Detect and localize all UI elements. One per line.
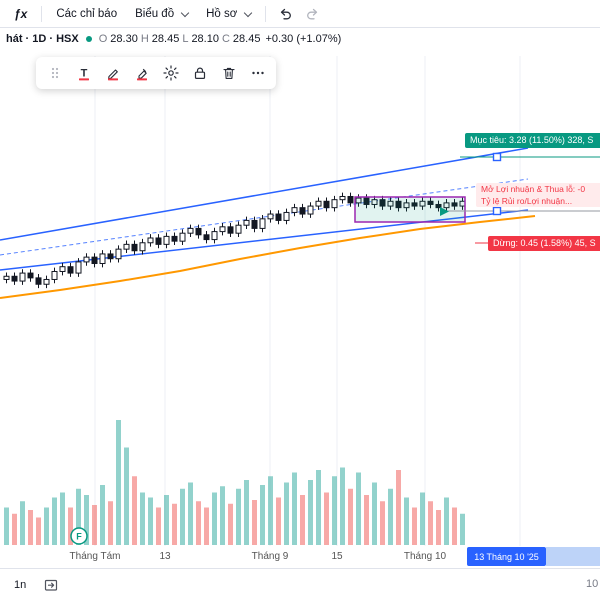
goto-date-button[interactable]	[38, 573, 64, 597]
profile-label: Hồ sơ	[206, 7, 238, 20]
high-letter: H	[140, 33, 149, 45]
high-value: 28.45	[151, 33, 180, 45]
toolbar-separator	[41, 5, 43, 22]
svg-text:T: T	[80, 68, 87, 80]
pen-tool-icon	[107, 69, 118, 81]
event-marker-f[interactable]: F	[76, 532, 82, 542]
target-label[interactable]: Mục tiêu: 3.28 (11.50%) 328, S	[465, 133, 600, 148]
lock-drawing-button[interactable]	[186, 60, 213, 86]
top-toolbar: ƒx Các chỉ báo Biểu đồ Hồ sơ	[0, 0, 600, 28]
symbol-title[interactable]: hát · 1D · HSX	[6, 33, 79, 45]
text-color-button[interactable]: T	[70, 60, 97, 86]
change-value: +0.30 (+1.07%)	[265, 33, 342, 45]
templates-button[interactable]: Biểu đồ	[127, 2, 196, 26]
open-value: 28.30	[110, 33, 138, 45]
drawing-settings-button[interactable]	[157, 60, 184, 86]
indicators-button[interactable]: ƒx	[6, 2, 35, 26]
close-value: 28.45	[232, 33, 261, 45]
time-axis-label: Tháng 9	[251, 551, 289, 562]
fill-color-button[interactable]	[128, 60, 155, 86]
open-letter: O	[98, 33, 108, 45]
pnl-line1: Mở Lợi nhuận & Thua lỗ: -0	[481, 184, 586, 194]
bottom-toolbar: 1n 10	[0, 568, 600, 600]
time-axis-label: Tháng Tám	[69, 551, 121, 562]
symbol-legend: hát · 1D · HSX O 28.30 H 28.45 L 28.10 C 28.…	[6, 33, 341, 45]
stop-label[interactable]: Dừng: 0.45 (1.58%) 45, S	[488, 236, 600, 251]
market-status-dot[interactable]	[85, 36, 92, 42]
time-axis[interactable]: Tháng Tám 13 Tháng 9 15 Tháng 10 13 Thán…	[0, 546, 600, 568]
gear-icon	[162, 65, 179, 81]
undo-button[interactable]	[272, 2, 298, 26]
trash-icon	[222, 67, 235, 79]
fx-icon: ƒx	[14, 6, 28, 21]
lock-icon	[194, 67, 205, 79]
pnl-line2: Tỷ lệ Rủi ro/Lợi nhuận...	[481, 196, 573, 206]
close-letter: C	[221, 33, 230, 45]
low-letter: L	[182, 33, 189, 45]
pnl-label[interactable]: Mở Lợi nhuận & Thua lỗ: -0 Tỷ lệ Rủi ro/…	[476, 183, 600, 207]
low-value: 28.10	[191, 33, 219, 45]
profile-button[interactable]: Hồ sơ	[198, 2, 259, 26]
drawing-toolbar: T	[36, 57, 276, 89]
chevron-down-icon	[180, 8, 190, 17]
time-axis-label: 15	[331, 551, 343, 562]
range-1y-button[interactable]: 1n	[8, 576, 32, 594]
more-options-button[interactable]	[244, 60, 271, 86]
indicators-menu-button[interactable]: Các chỉ báo	[48, 2, 125, 26]
indicators-label: Các chỉ báo	[56, 7, 118, 20]
delete-drawing-button[interactable]	[215, 60, 242, 86]
drag-handle-icon	[51, 67, 58, 79]
marker-tool-icon	[136, 68, 147, 81]
templates-label: Biểu đồ	[135, 7, 175, 20]
time-axis-label: Tháng 10	[403, 551, 447, 562]
clock-text: 10	[586, 578, 599, 590]
undo-icon	[281, 8, 292, 19]
more-icon	[251, 71, 264, 75]
toolbar-separator	[265, 5, 267, 22]
redo-icon	[307, 8, 318, 19]
line-color-button[interactable]	[99, 60, 126, 86]
selected-date-badge: 13 Tháng 10 '25	[467, 547, 546, 566]
goto-date-icon	[45, 579, 58, 591]
text-tool-icon: T	[78, 68, 89, 81]
ohlc-values: O 28.30 H 28.45 L 28.10 C 28.45 +0.30 (+1.07…	[99, 33, 342, 45]
redo-button[interactable]	[300, 2, 326, 26]
time-axis-label: 13	[159, 551, 171, 562]
axis-selection-highlight	[546, 547, 600, 566]
toolbar-drag-handle[interactable]	[41, 60, 68, 86]
chevron-down-icon	[244, 8, 253, 17]
